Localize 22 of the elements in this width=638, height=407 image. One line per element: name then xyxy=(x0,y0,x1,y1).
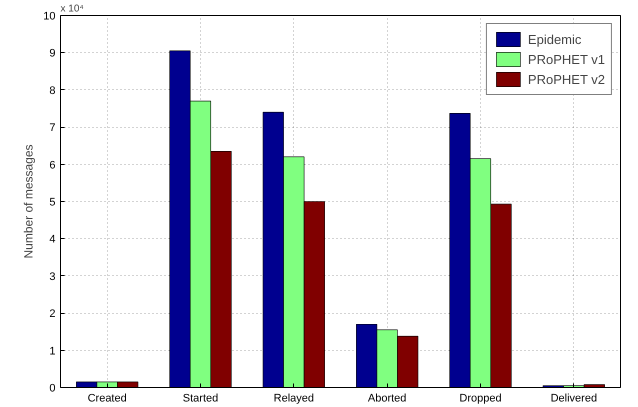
x-tick-label: Dropped xyxy=(459,392,502,404)
y-axis-title: Number of messages xyxy=(21,144,36,259)
legend-label: PRoPHET v2 xyxy=(528,72,605,86)
y-tick-label: 1 xyxy=(49,345,56,358)
x-tick-label: Started xyxy=(182,392,218,404)
y-tick-label: 3 xyxy=(49,270,56,283)
y-tick-label: 10 xyxy=(43,10,56,22)
x-tick-label: Aborted xyxy=(368,392,406,404)
legend-label: PRoPHET v1 xyxy=(528,52,605,66)
y-tick-label: 9 xyxy=(49,48,56,60)
y-tick-label: 0 xyxy=(49,382,56,394)
text: x 10⁴ xyxy=(60,4,84,14)
legend-label: Epidemic xyxy=(528,32,582,46)
x-tick-label: Created xyxy=(88,392,127,404)
y-tick-label: 6 xyxy=(49,159,56,172)
x-tick-label: Relayed xyxy=(274,392,314,404)
y-tick-label: 2 xyxy=(49,308,56,320)
y-tick-label: 4 xyxy=(49,234,56,246)
x-tick-label: Delivered xyxy=(550,392,598,404)
y-tick-label: 5 xyxy=(49,196,56,208)
y-tick-label: 8 xyxy=(49,84,56,97)
y-tick-label: 7 xyxy=(49,122,56,134)
